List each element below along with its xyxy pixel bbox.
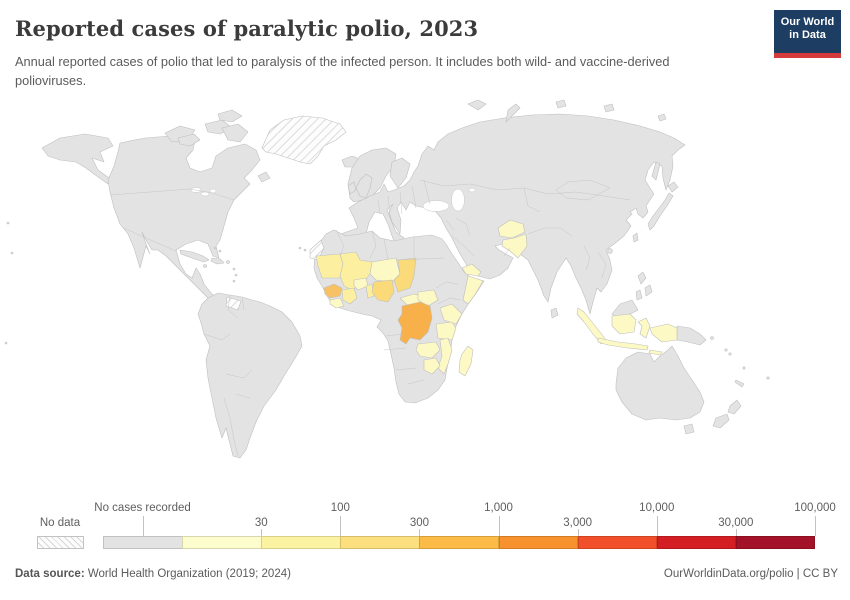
country-zambia[interactable] (415, 341, 441, 359)
owid-logo-line2: in Data (789, 29, 826, 41)
legend-tick (498, 516, 500, 536)
legend-segment[interactable] (498, 536, 579, 549)
country-afghanistan[interactable] (497, 219, 526, 239)
country-mozambique-malawi[interactable] (437, 337, 453, 375)
legend-segment[interactable] (577, 536, 658, 549)
region-taiwan (632, 232, 639, 243)
region-tasmania (683, 423, 695, 435)
country-drc[interactable] (397, 301, 433, 345)
region-caribbean (179, 246, 238, 283)
legend-tick-label: 30,000 (718, 517, 754, 529)
legend-tick (142, 516, 144, 536)
legend-tick (340, 516, 342, 536)
region-papua-new-guinea[interactable] (676, 325, 707, 346)
country-chad[interactable] (393, 257, 417, 293)
region-alaska[interactable] (41, 133, 114, 185)
legend-tick-label: 100 (330, 502, 350, 514)
region-ireland[interactable] (347, 181, 357, 195)
region-japan[interactable] (647, 192, 674, 231)
region-french-guiana[interactable] (225, 296, 242, 311)
legend-tick (261, 529, 263, 536)
region-north-america[interactable] (107, 135, 261, 313)
country-yemen[interactable] (461, 263, 482, 277)
region-great-britain[interactable] (355, 173, 373, 199)
inland-water (190, 187, 476, 317)
legend-tick (735, 529, 737, 536)
region-eurasia[interactable] (336, 113, 686, 315)
page-subtitle: Annual reported cases of polio that led … (15, 54, 670, 89)
legend-tick-label: 3,000 (563, 517, 593, 529)
region-sakhalin (651, 161, 661, 181)
island-kalimantan[interactable] (611, 313, 637, 335)
legend-tick-label: 1,000 (484, 502, 513, 514)
region-south-america[interactable] (197, 292, 303, 459)
region-philippines (635, 271, 653, 301)
region-canada-arctic-islands (164, 109, 271, 183)
legend-tick (419, 529, 421, 536)
legend-segment[interactable] (182, 536, 262, 549)
legend-tick (577, 529, 579, 536)
island-java[interactable] (597, 337, 649, 351)
legend-tick-label: 100,000 (794, 502, 836, 514)
footer-source-label: Data source: (15, 568, 85, 580)
legend-segment[interactable] (340, 536, 420, 549)
legend-segment[interactable] (103, 536, 183, 549)
footer-source-value: World Health Organization (2019; 2024) (84, 568, 291, 580)
legend-segment[interactable] (261, 536, 341, 549)
world-map[interactable] (0, 88, 850, 498)
region-sri-lanka (550, 307, 559, 319)
country-guinea[interactable] (323, 283, 343, 299)
legend-segment[interactable] (419, 536, 500, 549)
country-zimbabwe[interactable] (423, 357, 441, 375)
country-western-sahara[interactable] (309, 239, 325, 261)
region-australia[interactable] (615, 345, 705, 421)
legend-no-data-swatch[interactable] (37, 536, 84, 549)
country-burkina-faso[interactable] (353, 277, 369, 291)
legend-segment[interactable] (656, 536, 737, 549)
country-pakistan[interactable] (501, 233, 528, 259)
footer: Data source: World Health Organization (… (15, 568, 838, 580)
legend-segment[interactable] (735, 536, 816, 549)
region-pacific-islands (4, 221, 770, 388)
legend-no-cases-label: No cases recorded (94, 502, 191, 514)
country-madagascar[interactable] (458, 345, 474, 377)
page-title: Reported cases of paralytic polio, 2023 (15, 16, 479, 41)
country-cote-divoire[interactable] (341, 287, 358, 305)
region-new-zealand-south[interactable] (712, 413, 730, 429)
country-south-sudan[interactable] (417, 289, 439, 307)
region-russian-arctic-islands (467, 99, 667, 123)
owid-logo-line1: Our World (780, 16, 835, 28)
island-west-papua[interactable] (649, 323, 678, 343)
island-sulawesi[interactable] (637, 317, 651, 339)
legend-no-data-label: No data (39, 517, 81, 529)
region-finland[interactable] (389, 157, 411, 189)
legend-tick-label: 10,000 (639, 502, 675, 514)
owid-logo[interactable]: Our World in Data (774, 10, 841, 58)
country-tanzania[interactable] (435, 321, 457, 341)
country-benin[interactable] (365, 283, 375, 299)
region-hokkaido (667, 181, 679, 193)
legend-tick-label: 300 (409, 517, 430, 529)
country-borders (109, 179, 631, 457)
country-indonesia[interactable] (576, 307, 678, 356)
region-new-zealand-north[interactable] (727, 399, 742, 415)
country-kenya[interactable] (439, 303, 463, 325)
footer-source: Data source: World Health Organization (… (15, 568, 291, 580)
island-lesser-sunda[interactable] (648, 349, 663, 356)
region-hainan (607, 248, 613, 254)
legend-tick (656, 516, 658, 536)
country-sierra-leone-liberia[interactable] (329, 297, 345, 309)
region-greenland[interactable] (261, 115, 347, 165)
country-nigeria[interactable] (371, 279, 395, 303)
map-legend: No data No cases recorded 30 100 300 1,000 3,… (0, 500, 850, 558)
legend-tick (815, 516, 816, 536)
country-somalia[interactable] (462, 275, 484, 305)
footer-citation: OurWorldinData.org/polio | CC BY (663, 568, 838, 580)
legend-tick-label: 30 (254, 517, 268, 529)
